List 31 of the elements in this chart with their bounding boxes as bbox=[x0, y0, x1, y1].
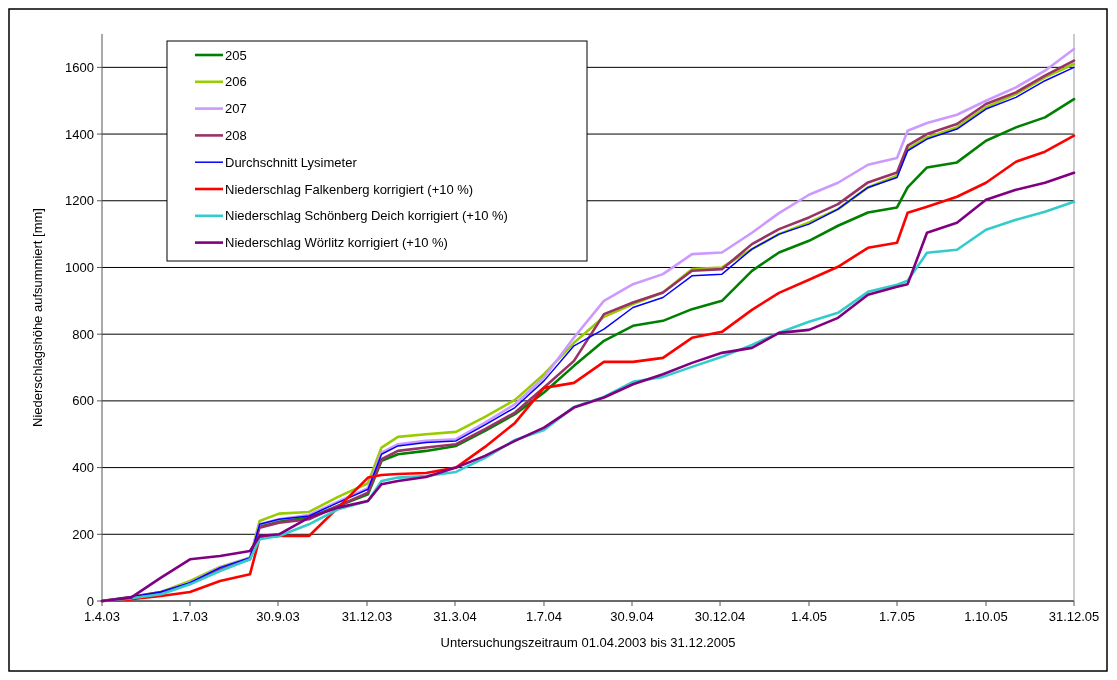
x-tick-label: 31.3.04 bbox=[433, 609, 477, 624]
x-tick-label: 30.9.03 bbox=[256, 609, 300, 624]
legend-label: Durchschnitt Lysimeter bbox=[225, 154, 358, 170]
y-tick-label: 600 bbox=[72, 393, 94, 409]
legend-label: 205 bbox=[225, 47, 247, 63]
y-tick-label: 200 bbox=[72, 526, 94, 542]
y-tick-label: 800 bbox=[72, 326, 94, 342]
x-tick-label: 1.4.03 bbox=[83, 609, 121, 624]
y-tick-label: 1400 bbox=[65, 126, 94, 142]
x-tick-label: 30.9.04 bbox=[610, 609, 654, 624]
y-tick-label: 1200 bbox=[65, 193, 94, 209]
legend-label: Niederschlag Wörlitz korrigiert (+10 %) bbox=[225, 235, 448, 251]
x-tick-label: 31.12.03 bbox=[341, 609, 393, 624]
y-tick-label: 400 bbox=[72, 460, 94, 476]
x-tick-label: 1.10.05 bbox=[964, 609, 1008, 624]
y-axis-title: Niederschlagshöhe aufsummiert [mm] bbox=[30, 208, 45, 427]
x-tick-label: 30.12.04 bbox=[694, 609, 746, 624]
legend-label: 207 bbox=[225, 101, 247, 117]
legend-label: Niederschlag Schönberg Deich korrigiert (+10 %) bbox=[225, 208, 508, 224]
y-tick-label: 1600 bbox=[65, 59, 94, 75]
y-tick-label: 0 bbox=[86, 593, 94, 609]
x-axis-title: Untersuchungszeitraum 01.04.2003 bis 31.12.2005 bbox=[440, 635, 736, 650]
legend-label: 208 bbox=[225, 127, 247, 143]
y-tick-label: 1000 bbox=[65, 260, 94, 276]
x-tick-label: 1.7.04 bbox=[525, 609, 563, 624]
legend-label: 206 bbox=[225, 74, 247, 90]
x-tick-label: 1.7.03 bbox=[171, 609, 209, 624]
x-tick-label: 31.12.05 bbox=[1048, 609, 1100, 624]
legend-label: Niederschlag Falkenberg korrigiert (+10 %) bbox=[225, 181, 474, 197]
x-tick-label: 1.4.05 bbox=[790, 609, 828, 624]
x-tick-label: 1.7.05 bbox=[878, 609, 916, 624]
